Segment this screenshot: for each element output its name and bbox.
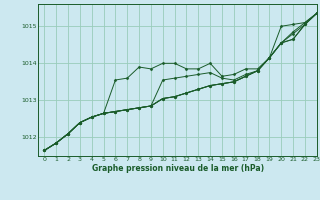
X-axis label: Graphe pression niveau de la mer (hPa): Graphe pression niveau de la mer (hPa)	[92, 164, 264, 173]
